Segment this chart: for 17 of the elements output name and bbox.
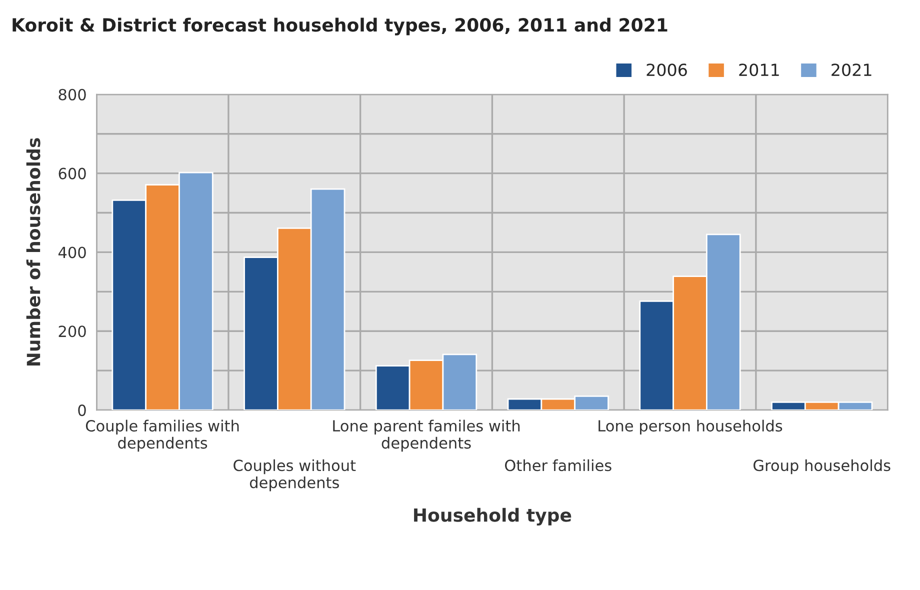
x-tick-label: Other families (505, 459, 612, 472)
x-tick-label: Couple families with dependents (86, 420, 239, 452)
x-tick-label: Couples without dependents (234, 459, 356, 492)
x-tick-label: Lone parent familes with dependents (333, 420, 520, 452)
chart-title: Koroit & District forecast household types, 2006, 2011 and 2021 (12, 18, 668, 36)
x-tick-label: Group households (754, 459, 890, 474)
y-tick-label: 200 (58, 326, 86, 338)
y-tick-label: 800 (58, 88, 86, 100)
y-tick-label: 400 (58, 246, 86, 258)
y-tick-label: 600 (58, 168, 86, 180)
legend-label: 2006 (646, 64, 687, 76)
y-axis-title: Number of households (26, 138, 40, 366)
x-tick-label: Lone person households (598, 420, 782, 435)
legend-label: 2021 (832, 64, 872, 76)
y-tick-label: 0 (78, 404, 86, 416)
x-axis-title: Household type (414, 508, 572, 526)
legend-label: 2011 (739, 64, 779, 76)
